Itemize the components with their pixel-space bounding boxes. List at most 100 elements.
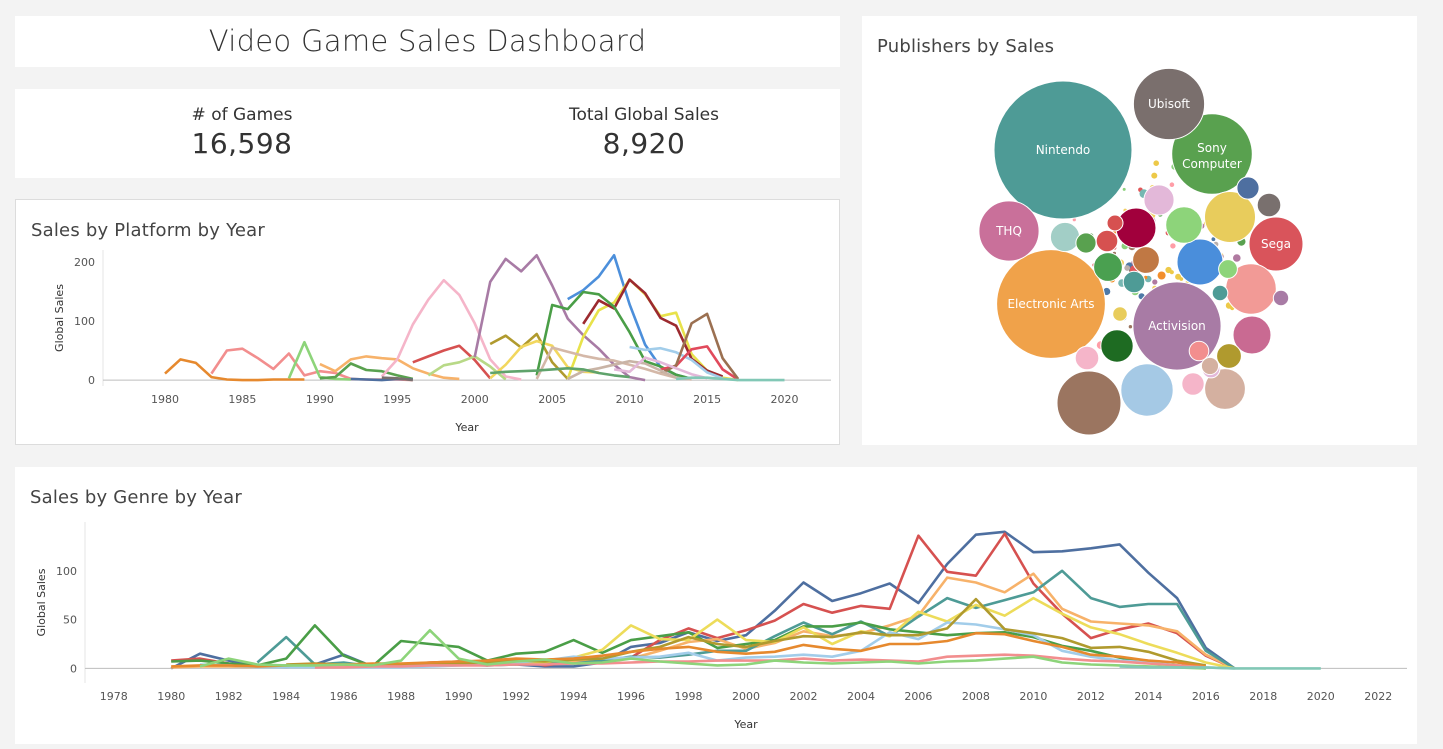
platform-series-line-3[interactable]: [319, 362, 414, 381]
platform-series-line-2[interactable]: [287, 340, 351, 381]
platform-series-line-8[interactable]: [473, 254, 646, 382]
publisher-small-bubble[interactable]: [1152, 279, 1158, 285]
publisher-bubble-13[interactable]: [1232, 315, 1272, 355]
publisher-small-bubble[interactable]: [1124, 265, 1131, 271]
publisher-small-bubble[interactable]: [1103, 287, 1111, 296]
genre-x-tick-label: 2016: [1192, 690, 1220, 703]
genre-series-line-10[interactable]: [199, 629, 1206, 670]
platform-series-line-13[interactable]: [582, 278, 724, 378]
genre-series-line-7[interactable]: [286, 597, 1207, 667]
kpi-sales: Total Global Sales 8,920: [494, 105, 794, 160]
publisher-small-bubble[interactable]: [1169, 182, 1175, 187]
genre-line-chart[interactable]: 0 50 100 1978 1980 1982 1984 1986 1988 1990 1992 19…: [15, 467, 1417, 744]
platform-series-line-6[interactable]: [412, 344, 492, 380]
genre-x-tick-label: 1998: [675, 690, 703, 703]
platform-x-tick-label: 2005: [538, 393, 566, 406]
genre-x-tick-label: 2012: [1077, 690, 1105, 703]
publisher-small-bubble[interactable]: [1170, 243, 1176, 249]
publisher-small-bubble[interactable]: [1179, 277, 1184, 281]
publisher-bubble-16[interactable]: [1100, 329, 1134, 363]
genre-x-tick-label: 1992: [502, 690, 530, 703]
platform-series-line-20[interactable]: [613, 356, 708, 380]
genre-chart-card: Sales by Genre by Year 0 50 100 1978 1980 198…: [15, 467, 1417, 744]
publisher-bubble-22[interactable]: [1074, 345, 1100, 371]
publisher-bubble-label: Activision: [1148, 319, 1206, 333]
kpi-games: # of Games 16,598: [92, 105, 392, 160]
genre-x-tick-label: 2022: [1364, 690, 1392, 703]
genre-x-tick-label: 2006: [904, 690, 932, 703]
publisher-bubble-28[interactable]: [1075, 232, 1097, 254]
publisher-small-bubble[interactable]: [1211, 237, 1216, 242]
publisher-bubble-18[interactable]: [1049, 221, 1081, 253]
genre-series-line-9[interactable]: [314, 653, 1206, 669]
platform-series-line-4[interactable]: [319, 355, 460, 381]
publisher-bubble-24[interactable]: [1236, 176, 1260, 200]
publisher-small-bubble[interactable]: [1072, 218, 1076, 222]
publisher-bubble-3[interactable]: [1171, 113, 1253, 195]
platform-series-line-0[interactable]: [164, 358, 305, 382]
platform-series-line-18[interactable]: [535, 346, 692, 381]
publisher-bubble-14[interactable]: [1115, 207, 1157, 249]
publisher-bubble-17[interactable]: [1143, 184, 1175, 216]
publisher-bubble-12[interactable]: [1204, 368, 1246, 410]
platform-x-tick-label: 1985: [228, 393, 256, 406]
publisher-bubble-11[interactable]: [1176, 238, 1224, 286]
platform-series-line-5[interactable]: [380, 278, 522, 381]
publisher-bubble-chart[interactable]: Nintendo Electronic Arts Activision Sony Com…: [862, 16, 1417, 445]
genre-x-tick-label: 2008: [962, 690, 990, 703]
publisher-bubble-6[interactable]: [1248, 216, 1304, 272]
publisher-bubble-26[interactable]: [1095, 229, 1119, 253]
genre-series-line-4[interactable]: [171, 621, 1206, 670]
genre-x-tick-label: 1986: [330, 690, 358, 703]
publisher-chart-card: Publishers by Sales Nintendo Electronic A…: [862, 16, 1417, 445]
publisher-small-bubble[interactable]: [1169, 270, 1174, 275]
platform-series-line-9[interactable]: [489, 332, 569, 380]
publisher-bubble-8[interactable]: [1120, 363, 1174, 417]
platform-x-tick-label: 2015: [693, 393, 721, 406]
publisher-bubble-27[interactable]: [1122, 270, 1146, 294]
publisher-bubble-10[interactable]: [1204, 191, 1256, 243]
publisher-small-bubble[interactable]: [1233, 254, 1241, 262]
genre-x-tick-label: 1984: [272, 690, 300, 703]
publisher-bubble-25[interactable]: [1256, 192, 1282, 218]
publisher-bubble-7[interactable]: [1056, 370, 1122, 436]
publisher-bubble-23[interactable]: [1181, 372, 1205, 396]
publisher-bubble-0[interactable]: [993, 80, 1133, 220]
platform-line-chart[interactable]: 0 100 200 1980 1985 1990 1995 2000 2005 2010 2015 2…: [16, 200, 839, 444]
genre-x-tick-label: 2014: [1134, 690, 1162, 703]
publisher-bubble-33[interactable]: [1106, 214, 1124, 232]
publisher-bubble-1[interactable]: [996, 249, 1106, 359]
platform-series-line-24[interactable]: [381, 376, 413, 382]
genre-series-line-11[interactable]: [1119, 665, 1321, 670]
publisher-small-bubble[interactable]: [1144, 275, 1148, 280]
publisher-small-bubble[interactable]: [1157, 271, 1166, 280]
kpi-games-label: # of Games: [191, 105, 293, 125]
genre-x-tick-label: 2020: [1307, 690, 1335, 703]
platform-series-line-22[interactable]: [675, 376, 785, 382]
publisher-bubble-30[interactable]: [1218, 259, 1238, 279]
publisher-bubble-29[interactable]: [1188, 340, 1210, 362]
publisher-bubble-32[interactable]: [1200, 356, 1220, 376]
publisher-bubble-4[interactable]: [1132, 67, 1206, 141]
platform-series-line-15[interactable]: [629, 345, 724, 380]
publisher-bubble-5[interactable]: [978, 200, 1040, 262]
kpi-sales-value: 8,920: [602, 127, 686, 160]
publisher-small-bubble[interactable]: [1153, 160, 1159, 166]
genre-x-tick-label: 2010: [1019, 690, 1047, 703]
platform-x-axis-label: Year: [454, 421, 479, 434]
publisher-small-bubble[interactable]: [1128, 325, 1133, 329]
kpi-sales-label: Total Global Sales: [569, 105, 719, 125]
publisher-bubble-15[interactable]: [1165, 206, 1203, 244]
publisher-bubble-35[interactable]: [1272, 289, 1290, 307]
platform-series-line-7[interactable]: [427, 355, 507, 381]
publisher-bubble-20[interactable]: [1132, 246, 1160, 274]
publisher-bubble-label: Sega: [1261, 237, 1291, 251]
publisher-bubble-34[interactable]: [1211, 284, 1229, 302]
publisher-bubble-19[interactable]: [1093, 252, 1123, 282]
publisher-small-bubble[interactable]: [1151, 172, 1158, 179]
publisher-bubble-21[interactable]: [1216, 343, 1242, 369]
platform-series-line-21[interactable]: [490, 367, 630, 379]
publisher-small-bubble[interactable]: [1122, 187, 1126, 191]
genre-x-tick-label: 1996: [617, 690, 645, 703]
publisher-bubble-36[interactable]: [1112, 306, 1128, 322]
